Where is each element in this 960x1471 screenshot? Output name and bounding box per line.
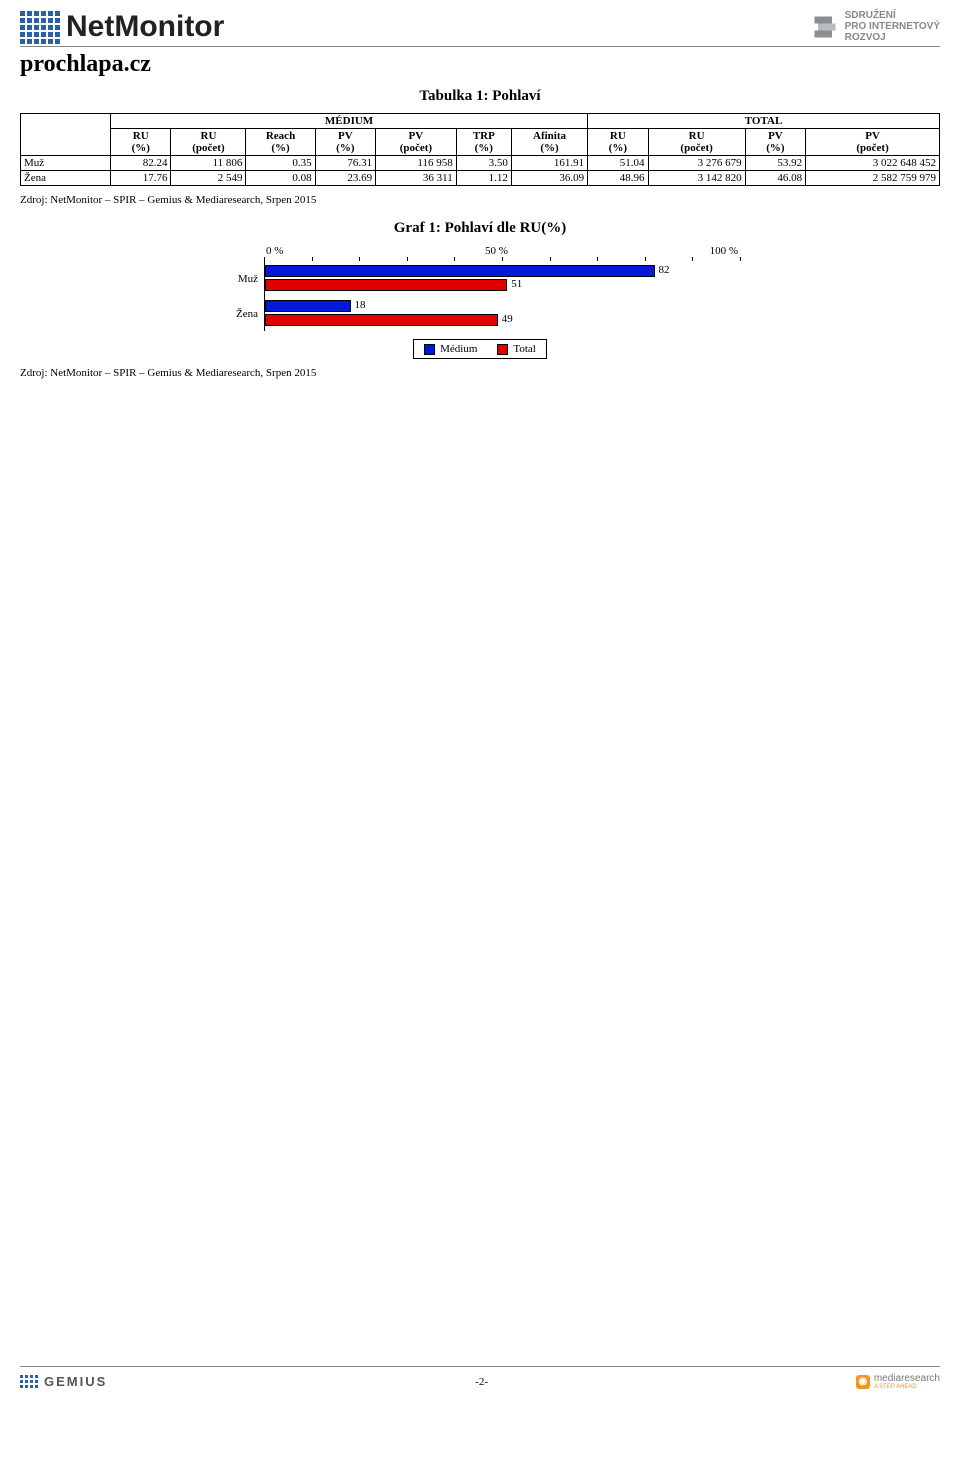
group-header-total: TOTAL [588,114,940,129]
bar-value-label: 18 [355,299,366,311]
spir-logo: SDRUŽENÍ PRO INTERNETOVÝ ROZVOJ [811,10,940,43]
column-header: PV(%) [315,129,375,156]
table-cell: 2 582 759 979 [806,171,940,186]
table-cell: 161.91 [511,156,587,171]
source-line: Zdroj: NetMonitor – SPIR – Gemius & Medi… [20,194,940,206]
table-cell: 1.12 [456,171,511,186]
source-line-2: Zdroj: NetMonitor – SPIR – Gemius & Medi… [20,367,940,379]
mediaresearch-icon: ◉ [856,1375,870,1389]
table-cell: 82.24 [111,156,171,171]
table-cell: 51.04 [588,156,648,171]
table-cell: 3 142 820 [648,171,745,186]
table-cell: 0.08 [246,171,315,186]
bar-chart: 0 %50 %100 % Muž8251Žena1849 MédiumTotal [220,245,740,359]
axis-tick-label: 0 % [266,245,283,257]
bar-group: Muž 82 51 [220,261,740,296]
table-cell: 23.69 [315,171,375,186]
brand-name: NetMonitor [66,10,224,44]
bar-group: Žena1849 [220,296,740,331]
column-header: RU(počet) [648,129,745,156]
legend-swatch [424,344,435,355]
table-cell: 2 549 [171,171,246,186]
row-label: Žena [21,171,111,186]
logo-dots-icon [20,11,60,44]
table-cell: 3 022 648 452 [806,156,940,171]
table-cell: 48.96 [588,171,648,186]
mediaresearch-text: mediaresearch [874,1373,940,1384]
column-header: PV(%) [745,129,805,156]
chart-legend: Médium Total [220,339,740,359]
bar-value-label: 51 [511,278,522,290]
gemius-text: GEMIUS [44,1374,107,1389]
gemius-logo: GEMIUS [20,1374,107,1389]
page-footer: GEMIUS -2- ◉ mediaresearch A STEP AHEAD [20,1366,940,1390]
table-cell: 3 276 679 [648,156,745,171]
table-cell: 76.31 [315,156,375,171]
data-table: MÉDIUM TOTAL RU(%)RU(počet)Reach(%)PV(%)… [20,113,940,186]
table-cell: 36 311 [376,171,457,186]
table-row: Muž82.2411 8060.3576.31116 9583.50161.91… [21,156,940,171]
axis-tick [740,257,741,261]
table-cell: 0.35 [246,156,315,171]
bar-total [265,279,507,291]
bar-category-label: Muž [220,273,264,285]
legend-item: Total [497,343,535,355]
table-cell: 11 806 [171,156,246,171]
legend-item: Médium [424,343,477,355]
table-cell: 17.76 [111,171,171,186]
column-header: PV(počet) [806,129,940,156]
bar-category-label: Žena [220,308,264,320]
bar-total [265,314,498,326]
mediaresearch-logo: ◉ mediaresearch A STEP AHEAD [856,1373,940,1390]
legend-swatch [497,344,508,355]
column-header: Afinita(%) [511,129,587,156]
axis-tick-label: 100 % [710,245,738,257]
table-row: Žena17.762 5490.0823.6936 3111.1236.0948… [21,171,940,186]
bar-pair: 1849 [264,296,740,331]
page-number: -2- [475,1376,488,1388]
column-header: PV(počet) [376,129,457,156]
table-title: Tabulka 1: Pohlaví [20,88,940,105]
column-header: TRP(%) [456,129,511,156]
table-cell: 116 958 [376,156,457,171]
spir-text: SDRUŽENÍ PRO INTERNETOVÝ ROZVOJ [845,10,940,43]
column-header: Reach(%) [246,129,315,156]
bar-medium [265,300,351,312]
row-label: Muž [21,156,111,171]
page-header: NetMonitor SDRUŽENÍ PRO INTERNETOVÝ ROZV… [20,10,940,47]
table-column-header-row: RU(%)RU(počet)Reach(%)PV(%)PV(počet)TRP(… [21,129,940,156]
group-header-medium: MÉDIUM [111,114,588,129]
table-cell: 53.92 [745,156,805,171]
column-header: RU(%) [588,129,648,156]
chart-title: Graf 1: Pohlaví dle RU(%) [20,220,940,237]
table-group-header-row: MÉDIUM TOTAL [21,114,940,129]
column-header: RU(počet) [171,129,246,156]
bar-value-label: 49 [502,313,513,325]
gemius-dots-icon [20,1375,38,1388]
column-header: RU(%) [111,129,171,156]
spir-icon [811,13,839,41]
table-cell: 36.09 [511,171,587,186]
axis-tick-label: 50 % [485,245,508,257]
table-cell: 46.08 [745,171,805,186]
mediaresearch-tagline: A STEP AHEAD [874,1384,940,1390]
site-title: prochlapa.cz [20,51,940,78]
bar-value-label: 82 [659,264,670,276]
bar-pair: 82 51 [264,261,740,296]
table-cell: 3.50 [456,156,511,171]
netmonitor-logo: NetMonitor [20,10,224,44]
chart-axis: 0 % 50 % 100 % [220,245,740,257]
bar-medium [265,265,655,277]
